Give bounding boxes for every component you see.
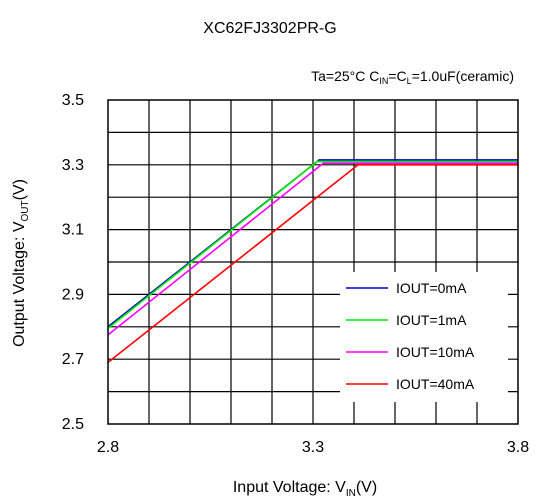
condition-rest: =1.0uF(ceramic) [412, 68, 514, 84]
x-tick-label: 3.8 [507, 439, 529, 456]
x-tick-label: 2.8 [97, 439, 119, 456]
y-tick-label: 2.5 [62, 416, 84, 433]
legend-label-4: IOUT=40mA [396, 376, 475, 392]
series-line-4 [107, 164, 518, 364]
condition-label: Ta=25°C CIN=CL=1.0uF(ceramic) [311, 68, 514, 86]
x-axis-label-main: Input Voltage: V [233, 479, 346, 496]
y-axis-label-main: Output Voltage: V [11, 221, 28, 347]
condition-sub-l: L [407, 76, 412, 86]
y-tick-label: 3.3 [62, 157, 84, 174]
y-tick-label: 3.5 [62, 92, 84, 109]
y-axis-label: Output Voltage: VOUT(V) [11, 179, 31, 347]
y-tick-label: 3.1 [62, 222, 84, 239]
x-axis-label-sub: IN [346, 488, 356, 499]
plot-frame [107, 99, 519, 425]
series-line-3 [107, 162, 518, 336]
series-line-1 [107, 159, 518, 328]
legend-label-3: IOUT=10mA [396, 344, 475, 360]
x-axis-label: Input Voltage: VIN(V) [233, 479, 377, 499]
condition-sub-in: IN [379, 76, 388, 86]
condition-ta: Ta=25°C [311, 68, 365, 84]
series-line-2 [107, 160, 518, 330]
y-axis-label-unit: (V) [11, 179, 28, 200]
series-layer [107, 159, 518, 364]
y-axis-label-sub: OUT [20, 200, 31, 221]
y-tick-labels: 2.5 2.7 2.9 3.1 3.3 3.5 [62, 92, 84, 433]
chart-title: XC62FJ3302PR-G [203, 20, 336, 37]
condition-eq: =C [388, 68, 406, 84]
legend-box [340, 272, 508, 402]
y-tick-label: 2.9 [62, 286, 84, 303]
x-axis-label-unit: (V) [356, 479, 377, 496]
legend: IOUT=0mA IOUT=1mA IOUT=10mA IOUT=40mA [340, 272, 508, 402]
legend-label-2: IOUT=1mA [396, 312, 467, 328]
y-tick-label: 2.7 [62, 351, 84, 368]
x-tick-labels: 2.8 3.3 3.8 [97, 439, 529, 456]
legend-label-1: IOUT=0mA [396, 280, 467, 296]
x-tick-label: 3.3 [302, 439, 324, 456]
condition-c: C [369, 68, 379, 84]
